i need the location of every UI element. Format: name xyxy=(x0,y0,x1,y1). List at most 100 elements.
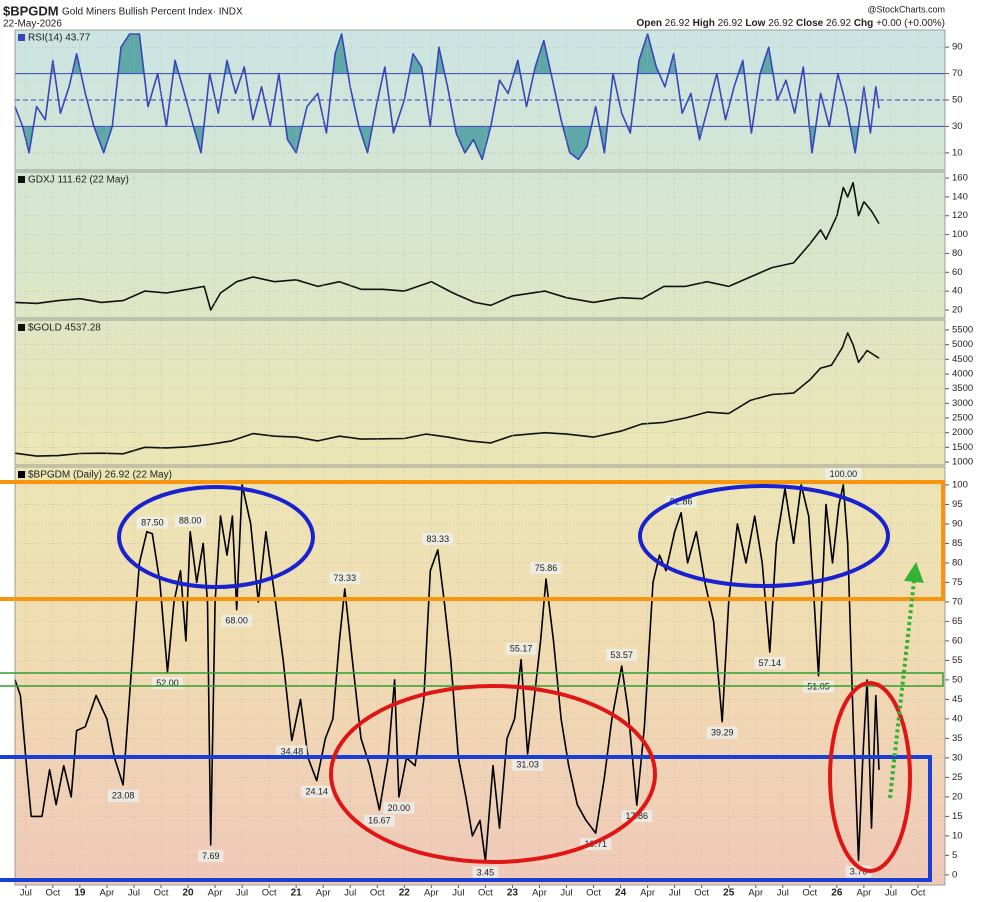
value-label: 68.00 xyxy=(225,616,248,626)
highlight-ellipse xyxy=(117,485,315,589)
y-tick-label: 90 xyxy=(952,518,963,529)
value-label: 3.70 xyxy=(850,866,868,876)
value-label: 7.69 xyxy=(202,851,220,861)
y-tick-label: 140 xyxy=(952,191,968,202)
y-tick-label: 40 xyxy=(952,713,963,724)
value-label: 34.48 xyxy=(281,746,304,756)
y-tick-label: 35 xyxy=(952,733,963,744)
value-label-box xyxy=(706,726,738,739)
panel-legend: $BPGDM (Daily) 26.92 (22 May) xyxy=(28,470,172,481)
y-tick-label: 70 xyxy=(952,596,963,607)
y-tick-label: 90 xyxy=(952,42,963,53)
y-tick-label: 30 xyxy=(952,752,963,763)
value-label-box xyxy=(472,866,499,879)
value-label-box xyxy=(363,814,395,827)
x-tick-label: Jul xyxy=(236,888,248,897)
value-label: 20.00 xyxy=(388,803,411,813)
value-label-box xyxy=(530,562,562,575)
y-tick-label: 30 xyxy=(952,121,963,132)
y-tick-label: 2500 xyxy=(952,413,973,424)
value-label: 24.14 xyxy=(305,787,328,797)
y-tick-label: 55 xyxy=(952,655,963,666)
x-tick-label: Jul xyxy=(128,888,140,897)
legend-swatch xyxy=(18,176,25,183)
y-tick-label: 120 xyxy=(952,210,968,221)
x-tick-label: 26 xyxy=(831,888,843,897)
value-label-box xyxy=(107,789,139,802)
y-tick-label: 5000 xyxy=(952,339,973,350)
oversold-fill xyxy=(22,126,872,160)
price-line xyxy=(14,484,880,863)
value-label: 55.17 xyxy=(510,644,533,654)
symbol: $BPGDM xyxy=(3,3,59,18)
x-tick-label: Jul xyxy=(885,888,897,897)
date: 22-May-2026 xyxy=(3,19,62,30)
x-tick-label: Apr xyxy=(748,888,763,897)
y-tick-label: 0 xyxy=(952,869,957,880)
value-label-box xyxy=(197,849,224,862)
x-tick-label: Apr xyxy=(532,888,547,897)
value-label: 92.86 xyxy=(670,497,693,507)
legend-swatch xyxy=(18,34,25,41)
x-tick-label: 25 xyxy=(723,888,735,897)
panel-legend: $GOLD 4537.28 xyxy=(28,323,101,334)
y-tick-label: 4000 xyxy=(952,369,973,380)
quote-label: Open xyxy=(636,18,662,29)
x-tick-label: Oct xyxy=(802,888,817,897)
y-tick-label: 100 xyxy=(952,229,968,240)
value-label: 87.50 xyxy=(141,518,164,528)
quote-label: Chg xyxy=(854,18,873,29)
y-tick-label: 25 xyxy=(952,772,963,783)
y-tick-label: 2000 xyxy=(952,427,973,438)
x-tick-label: 22 xyxy=(399,888,411,897)
x-tick-label: Apr xyxy=(100,888,115,897)
x-tick-label: Apr xyxy=(640,888,655,897)
x-tick-label: Oct xyxy=(586,888,601,897)
y-tick-label: 95 xyxy=(952,499,963,510)
x-tick-label: Oct xyxy=(262,888,277,897)
x-tick-label: 20 xyxy=(182,888,194,897)
y-tick-label: 65 xyxy=(952,616,963,627)
zone-rect xyxy=(0,480,945,601)
price-line xyxy=(14,332,880,457)
panel-border xyxy=(14,319,946,466)
y-tick-label: 4500 xyxy=(952,354,973,365)
index-name: Gold Miners Bullish Percent Index· INDX xyxy=(62,7,243,18)
highlight-ellipse xyxy=(329,684,657,864)
x-tick-label: Jul xyxy=(669,888,681,897)
value-label: 31.03 xyxy=(516,760,539,770)
value-label-box xyxy=(512,758,544,771)
x-tick-label: Jul xyxy=(344,888,356,897)
y-tick-label: 100 xyxy=(952,479,968,490)
value-label-box xyxy=(174,514,206,527)
y-tick-label: 70 xyxy=(952,68,963,79)
value-label: 52.00 xyxy=(156,678,179,688)
x-tick-label: Oct xyxy=(154,888,169,897)
y-tick-label: 20 xyxy=(952,791,963,802)
legend-swatch xyxy=(18,324,25,331)
quote-value: 26.92 xyxy=(768,18,793,29)
x-tick-label: Jul xyxy=(452,888,464,897)
quote-value: +0.00 (+0.00%) xyxy=(876,18,945,29)
highlight-ellipse xyxy=(828,681,912,873)
value-label: 23.08 xyxy=(112,791,135,801)
x-tick-label: Apr xyxy=(856,888,871,897)
x-tick-label: Oct xyxy=(911,888,926,897)
x-tick-label: Apr xyxy=(424,888,439,897)
value-label-box xyxy=(802,680,834,693)
panel-legend: RSI(14) 43.77 xyxy=(28,33,91,44)
plot-background xyxy=(15,30,945,885)
x-tick-label: 21 xyxy=(291,888,303,897)
value-label-box xyxy=(221,614,253,627)
value-label-box xyxy=(301,785,333,798)
price-line xyxy=(14,33,880,161)
legend-swatch xyxy=(18,471,25,478)
y-tick-label: 85 xyxy=(952,538,963,549)
y-tick-label: 50 xyxy=(952,674,963,685)
y-tick-label: 60 xyxy=(952,267,963,278)
value-label: 83.33 xyxy=(427,534,450,544)
y-tick-label: 1500 xyxy=(952,442,973,453)
x-tick-label: 19 xyxy=(74,888,86,897)
value-label: 57.14 xyxy=(759,658,782,668)
